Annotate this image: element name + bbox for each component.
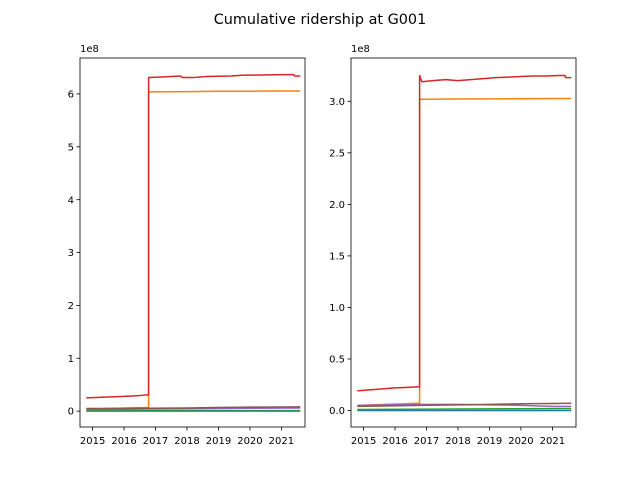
figure-title: Cumulative ridership at G001: [214, 12, 427, 28]
y-tick-label: 1: [68, 354, 74, 365]
x-tick-label: 2019: [206, 436, 231, 447]
x-tick-label: 2018: [445, 436, 470, 447]
y-tick-label: 0: [68, 407, 74, 418]
y-tick-label: 2.0: [329, 200, 345, 211]
x-tick-label: 2016: [111, 436, 136, 447]
series-line-6: [86, 73, 301, 399]
y-tick-label: 6: [68, 90, 74, 101]
series-line-2: [86, 90, 301, 410]
chart-panels: 2015 2016 2017 2018 2019 2020 202101234561e820…: [68, 44, 577, 447]
series-line-5: [357, 402, 572, 408]
x-tick-label: 2020: [237, 436, 262, 447]
series-group: [357, 74, 572, 412]
x-tick-label: 2021: [269, 436, 294, 447]
x-tick-label: 2020: [508, 436, 533, 447]
y-tick-label: 1.5: [329, 251, 345, 262]
series-group: [86, 73, 301, 412]
x-tick-label: 2016: [382, 436, 407, 447]
y-tick-label: 2.5: [329, 148, 345, 159]
y-tick-label: 4: [68, 195, 74, 206]
chart-panel-1: 2015 2016 2017 2018 2019 2020 2021 0 1 2 3 4 5 6 1e8: [68, 44, 306, 447]
y-tick-label: 0.0: [329, 406, 345, 417]
chart-panel-2: 2015 2016 2017 2018 2019 2020 2021 0.0 0.5 1.0 1.5…: [329, 44, 577, 447]
x-tick-label: 2021: [540, 436, 565, 447]
series-line-2: [357, 97, 572, 407]
x-tick-label: 2015: [351, 436, 376, 447]
y-tick-label: 1.0: [329, 303, 345, 314]
y-tick-label: 3.0: [329, 97, 345, 108]
y-tick-label: 3: [68, 248, 74, 259]
x-tick-label: 2015: [80, 436, 105, 447]
series-line-4: [86, 407, 301, 411]
y-axis-multiplier: 1e8: [80, 44, 99, 55]
x-tick-label: 2017: [414, 436, 439, 447]
series-line-6: [357, 74, 572, 392]
y-tick-label: 2: [68, 301, 74, 312]
axes-frame: [350, 57, 577, 428]
series-line-5: [86, 406, 301, 410]
x-tick-label: 2017: [143, 436, 168, 447]
x-tick-label: 2018: [174, 436, 199, 447]
x-tick-label: 2019: [477, 436, 502, 447]
y-tick-label: 0.5: [329, 355, 345, 366]
series-line-3: [357, 407, 572, 411]
y-axis-multiplier: 1e8: [351, 44, 370, 55]
axes-frame: [79, 57, 306, 428]
y-tick-label: 5: [68, 142, 74, 153]
